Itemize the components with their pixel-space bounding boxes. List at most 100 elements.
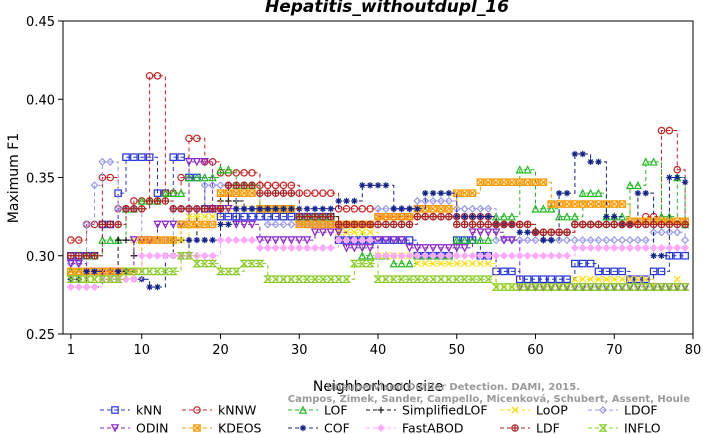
data-point bbox=[523, 236, 532, 245]
data-point bbox=[209, 213, 217, 221]
data-point bbox=[130, 205, 138, 213]
data-point bbox=[255, 259, 265, 268]
data-point bbox=[467, 275, 478, 284]
data-point bbox=[200, 172, 209, 182]
data-point bbox=[193, 134, 201, 143]
data-point bbox=[468, 228, 477, 237]
data-point bbox=[648, 283, 659, 291]
data-point bbox=[499, 212, 509, 221]
data-point bbox=[570, 212, 580, 221]
data-point bbox=[318, 228, 328, 237]
data-point bbox=[365, 244, 375, 253]
data-point bbox=[240, 205, 248, 212]
data-point bbox=[477, 213, 484, 220]
data-point bbox=[381, 204, 390, 213]
data-point bbox=[563, 228, 571, 236]
data-point bbox=[484, 220, 493, 229]
y-axis: 0.25 0.30 0.35 0.40 0.45 bbox=[26, 15, 63, 343]
data-point bbox=[468, 204, 477, 213]
data-point bbox=[476, 259, 484, 268]
data-point bbox=[74, 283, 83, 292]
data-point bbox=[420, 275, 430, 284]
data-point bbox=[193, 424, 201, 432]
data-point bbox=[602, 220, 611, 229]
data-point bbox=[389, 275, 399, 284]
data-point bbox=[681, 251, 689, 260]
data-point bbox=[302, 275, 312, 284]
data-point bbox=[177, 173, 185, 182]
data-point bbox=[137, 251, 146, 260]
data-point bbox=[673, 228, 682, 237]
data-point bbox=[358, 251, 367, 260]
legend-item-lof: LOF bbox=[288, 403, 348, 418]
data-point bbox=[546, 283, 556, 291]
data-point bbox=[122, 205, 130, 213]
data-point bbox=[389, 212, 398, 221]
data-point bbox=[358, 236, 367, 245]
data-point bbox=[279, 220, 288, 229]
data-point bbox=[192, 172, 202, 182]
data-point bbox=[240, 189, 248, 197]
data-point bbox=[618, 200, 626, 208]
data-point bbox=[326, 275, 336, 284]
data-point bbox=[437, 205, 445, 213]
data-point bbox=[610, 243, 619, 252]
data-point bbox=[225, 221, 232, 228]
data-point bbox=[634, 275, 642, 284]
data-point bbox=[232, 212, 241, 221]
data-point bbox=[421, 259, 429, 268]
data-point bbox=[239, 220, 249, 229]
data-point bbox=[610, 275, 618, 283]
data-point bbox=[382, 182, 390, 189]
data-point bbox=[376, 423, 386, 433]
data-point bbox=[106, 157, 115, 166]
x-axis-label: Neighborhood size bbox=[313, 379, 443, 395]
data-point bbox=[185, 236, 193, 244]
data-point bbox=[674, 174, 681, 181]
data-point bbox=[153, 189, 162, 197]
data-point bbox=[598, 424, 608, 432]
data-point bbox=[405, 212, 414, 221]
data-point bbox=[389, 236, 398, 245]
data-point bbox=[445, 259, 453, 268]
data-point bbox=[500, 267, 508, 276]
data-point bbox=[570, 283, 580, 291]
data-point bbox=[326, 212, 335, 221]
data-point bbox=[74, 252, 83, 260]
data-point bbox=[665, 212, 674, 221]
data-point bbox=[650, 252, 657, 259]
data-point bbox=[177, 205, 185, 213]
data-point bbox=[609, 283, 619, 291]
y-tick-label: 0.40 bbox=[26, 93, 55, 108]
data-point bbox=[82, 283, 91, 292]
data-point bbox=[81, 275, 92, 284]
data-point bbox=[570, 243, 579, 252]
data-point bbox=[122, 153, 130, 161]
data-point bbox=[586, 259, 595, 268]
data-point bbox=[342, 205, 351, 213]
data-point bbox=[90, 252, 99, 260]
data-point bbox=[224, 189, 233, 197]
data-point bbox=[555, 189, 563, 197]
data-point bbox=[665, 126, 674, 135]
data-point bbox=[98, 267, 107, 276]
data-point bbox=[82, 220, 91, 229]
data-point bbox=[515, 165, 524, 174]
data-point bbox=[366, 205, 374, 213]
data-point bbox=[373, 275, 383, 284]
data-point bbox=[350, 205, 359, 213]
data-point bbox=[152, 267, 163, 276]
data-point bbox=[121, 267, 131, 276]
data-point bbox=[303, 189, 311, 197]
data-point bbox=[255, 243, 264, 252]
data-point bbox=[657, 220, 666, 229]
data-point bbox=[469, 213, 476, 220]
data-point bbox=[248, 212, 256, 221]
data-point bbox=[680, 283, 690, 291]
data-point bbox=[224, 165, 233, 174]
data-point bbox=[358, 228, 366, 236]
data-point bbox=[161, 236, 170, 244]
data-point bbox=[507, 283, 517, 291]
data-point bbox=[625, 236, 635, 245]
legend-label: LoOP bbox=[536, 403, 568, 418]
